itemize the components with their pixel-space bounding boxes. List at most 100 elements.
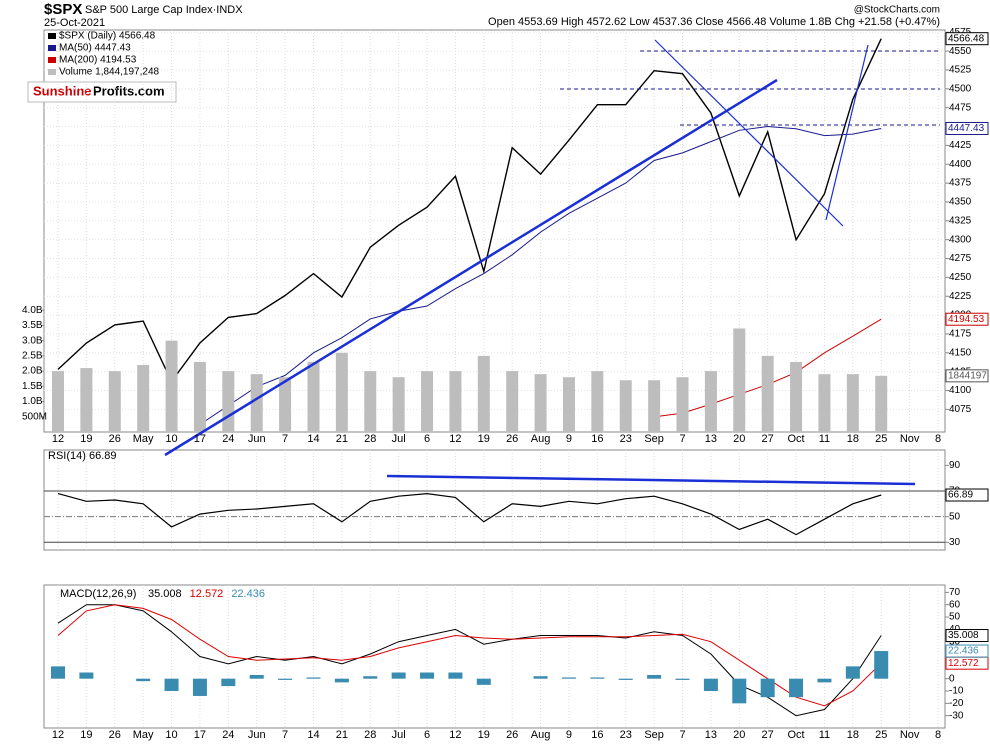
end-label-box xyxy=(945,32,989,46)
bar xyxy=(363,676,378,679)
x-tick-label: 10 xyxy=(165,433,177,445)
x-tick-label: Jun xyxy=(248,729,266,741)
panel-title: RSI(14) 66.89 xyxy=(48,450,116,462)
bar xyxy=(789,678,804,698)
bar xyxy=(846,374,859,432)
x-tick-label: 14 xyxy=(307,729,319,741)
legend-label: 35.008 xyxy=(148,588,182,600)
x-tick-label: Sep xyxy=(644,433,664,445)
end-label-box xyxy=(945,629,989,643)
x-tick-label: 18 xyxy=(847,433,859,445)
y2-tick-label: 2.5B xyxy=(22,351,43,362)
bar xyxy=(420,672,435,679)
bar xyxy=(875,375,888,432)
series-line xyxy=(57,38,882,383)
bar xyxy=(676,377,689,432)
x-tick-label: 7 xyxy=(679,729,685,741)
legend-swatch xyxy=(48,69,56,75)
y2-tick-label: 1.0B xyxy=(22,396,43,407)
bar xyxy=(279,377,292,432)
legend-swatch xyxy=(48,57,56,63)
x-tick-label: 26 xyxy=(506,729,518,741)
y-tick-label: 4400 xyxy=(949,159,972,170)
y-tick-label: 4350 xyxy=(949,197,972,208)
x-tick-label: 19 xyxy=(80,729,92,741)
x-tick-label: 19 xyxy=(478,433,490,445)
bar xyxy=(52,371,64,432)
x-tick-label: 12 xyxy=(449,729,461,741)
logo: Sunshine Profits.com xyxy=(27,81,177,103)
y-tick-label: 4150 xyxy=(949,347,972,358)
y-tick-label: -10 xyxy=(949,686,964,697)
end-label-box xyxy=(945,644,989,658)
y2-tick-label: 4.0B xyxy=(22,305,43,316)
end-label: 4566.48 xyxy=(948,33,985,44)
x-tick-label: Jul xyxy=(392,729,406,741)
bar xyxy=(392,377,405,432)
bar xyxy=(760,678,775,698)
trend-line xyxy=(654,39,844,227)
x-tick-label: 23 xyxy=(620,433,632,445)
bar xyxy=(448,672,463,679)
y-tick-label: 4300 xyxy=(949,234,972,245)
x-tick-label: Nov xyxy=(900,433,920,445)
end-label-box xyxy=(945,369,989,383)
trend-line xyxy=(164,78,778,457)
x-tick-label: 11 xyxy=(819,433,830,445)
y-tick-label: 4475 xyxy=(949,102,972,113)
legend-label: MA(50) 4447.43 xyxy=(59,43,131,54)
bar xyxy=(221,678,236,687)
x-tick-label: Aug xyxy=(531,433,551,445)
y-tick-label: 4225 xyxy=(949,291,972,302)
x-tick-label: 12 xyxy=(52,433,64,445)
logo-box xyxy=(27,81,177,103)
x-tick-label: 28 xyxy=(364,433,376,445)
x-tick-label: 14 xyxy=(307,433,319,445)
y-tick-label: 4100 xyxy=(949,385,972,396)
x-tick-label: 20 xyxy=(733,433,745,445)
x-tick-label: 25 xyxy=(875,433,887,445)
logo-right: Profits.com xyxy=(93,83,165,98)
y-tick-label: 4500 xyxy=(949,83,972,94)
y-tick-label: 90 xyxy=(949,460,961,471)
end-label-box xyxy=(945,312,989,326)
bar xyxy=(704,371,717,432)
bar xyxy=(732,678,747,704)
bar xyxy=(391,672,406,679)
bar xyxy=(817,678,832,683)
y-tick-label: 4375 xyxy=(949,178,972,189)
legend-label: Volume 1,844,197,248 xyxy=(59,67,160,78)
bar xyxy=(334,678,349,683)
y-tick-label: 4325 xyxy=(949,215,972,226)
y2-tick-label: 2.0B xyxy=(22,366,43,377)
x-tick-label: 6 xyxy=(424,729,430,741)
x-tick-label: Oct xyxy=(788,433,805,445)
end-label: 35.008 xyxy=(948,630,979,641)
series-line xyxy=(199,125,882,425)
x-tick-label: Sep xyxy=(644,729,664,741)
y-tick-label: 30 xyxy=(949,537,961,548)
end-label: 4194.53 xyxy=(948,314,985,325)
y-tick-label: 0 xyxy=(949,673,955,684)
x-tick-label: May xyxy=(133,729,154,741)
x-tick-label: 27 xyxy=(762,729,774,741)
x-tick-label: 23 xyxy=(620,729,632,741)
legend-swatch xyxy=(48,33,56,39)
y2-tick-label: 1.5B xyxy=(22,381,43,392)
bar xyxy=(193,361,206,432)
bar xyxy=(476,678,491,685)
bar xyxy=(790,361,803,432)
y-tick-label: 4250 xyxy=(949,272,972,283)
price-panel xyxy=(43,29,946,433)
bar xyxy=(137,365,150,432)
trend-line xyxy=(386,474,916,486)
x-tick-label: 12 xyxy=(449,433,461,445)
x-tick-label: 8 xyxy=(935,729,941,741)
x-tick-label: 19 xyxy=(80,433,92,445)
x-tick-label: 26 xyxy=(506,433,518,445)
x-tick-label: 12 xyxy=(52,729,64,741)
x-tick-label: 16 xyxy=(591,729,603,741)
bar xyxy=(164,678,179,692)
y-tick-label: -20 xyxy=(949,698,964,709)
y-tick-label: 4550 xyxy=(949,46,972,57)
